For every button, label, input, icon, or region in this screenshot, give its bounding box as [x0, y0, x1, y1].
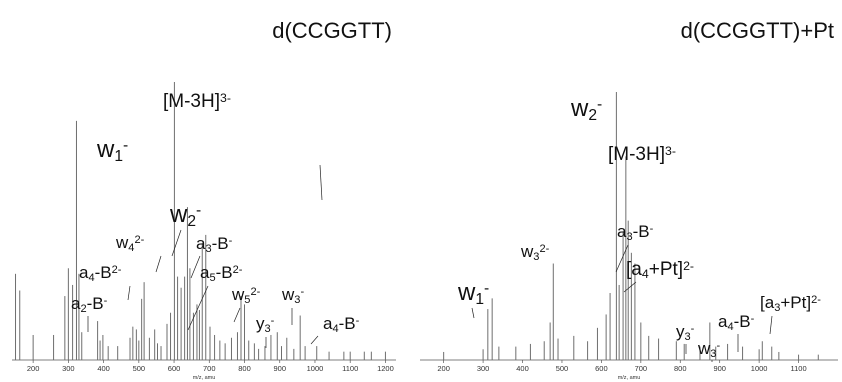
chart-title: d(CCGGTT)+Pt	[681, 18, 834, 43]
spectrum-panel-ccggtt-pt: d(CCGGTT)+Pt 200 300 400 500 600 700 800 900 100…	[420, 18, 838, 381]
annotation-leader	[310, 335, 319, 345]
peak-annotation: w52-	[231, 285, 261, 306]
peak-annotation: [a3+Pt]2-	[760, 293, 821, 314]
x-tick-label: 600	[168, 364, 181, 373]
x-tick-label: 900	[713, 364, 726, 373]
peak-annotation: w32-	[520, 242, 550, 263]
peak-annotation: w2-	[169, 201, 201, 230]
x-tick-label: 400	[516, 364, 529, 373]
annotation-leader	[190, 255, 201, 279]
annotation-leader	[233, 307, 241, 323]
peak-annotation: w1-	[457, 279, 489, 308]
annotation-leader	[187, 285, 209, 331]
peak-annotation: [M-3H]3-	[608, 144, 676, 165]
x-tick-label: 200	[437, 364, 450, 373]
annotation-leader	[171, 229, 182, 257]
x-tick-label: 300	[477, 364, 490, 373]
x-tick-label: 500	[556, 364, 569, 373]
x-tick-label: 800	[674, 364, 687, 373]
peak-annotation: a4-B-	[323, 314, 360, 335]
peak-annotation: [M-3H]3-	[163, 91, 231, 112]
spectrum-panel-ccggtt: d(CCGGTT) 200 300 400 500 600 700 800 900 1000 11…	[12, 18, 396, 381]
x-tick-label: 700	[203, 364, 216, 373]
peak-annotation: a4-B2-	[79, 263, 122, 284]
x-tick-label: 1100	[342, 364, 358, 373]
x-tick-label: 1000	[307, 364, 324, 373]
peak-annotation: w2-	[570, 95, 602, 124]
annotation-leader	[615, 244, 629, 273]
peak-annotation: w42-	[115, 233, 145, 254]
annotation-leader	[155, 255, 162, 273]
peak-annotation: y3-	[256, 314, 275, 335]
x-tick-label: 900	[273, 364, 286, 373]
annotation-leader	[319, 164, 323, 201]
annotation-group: w2- [M-3H]3- a3-B-w32- [a4+Pt]2- w1- y3- a4-B-…	[457, 95, 821, 362]
annotation-leader	[769, 315, 773, 335]
x-tick-label: 1100	[790, 364, 806, 373]
x-tick-group: 200 300 400 500 600 700 800 900 1000 1100 1200	[27, 360, 394, 373]
peak-annotation: w1-	[96, 136, 128, 165]
peak-annotation: a5-B2-	[200, 263, 243, 284]
x-tick-label: 800	[238, 364, 251, 373]
x-axis-label: m/z, amu	[618, 375, 641, 381]
peak-annotation: a4-B-	[718, 312, 755, 333]
peak-group	[443, 92, 819, 360]
annotation-leader	[127, 285, 131, 301]
x-tick-label: 700	[635, 364, 648, 373]
x-tick-label: 500	[133, 364, 146, 373]
peak-annotation: [a4+Pt]2-	[626, 259, 694, 282]
x-tick-label: 600	[595, 364, 608, 373]
peak-annotation: w3-	[281, 285, 304, 306]
peak-annotation: y3-	[676, 322, 695, 343]
chart-title: d(CCGGTT)	[272, 18, 392, 43]
annotation-group: w1- [M-3H]3- w2- w42- a3-B-a4-B2- a5-B2-w52- a…	[71, 91, 360, 348]
annotation-leader	[623, 281, 637, 293]
peak-annotation: a3-B-	[196, 234, 233, 255]
peak-annotation: w3-	[697, 339, 720, 360]
peak-annotation: a3-B-	[617, 222, 654, 243]
x-tick-label: 1000	[751, 364, 768, 373]
annotation-leader	[471, 307, 475, 319]
peak-group	[15, 82, 386, 360]
x-tick-group: 200 300 400 500 600 700 800 900 1000 1100	[437, 360, 807, 373]
x-axis-label: m/z, amu	[193, 375, 216, 381]
x-tick-label: 200	[27, 364, 40, 373]
x-tick-label: 1200	[377, 364, 394, 373]
peak-annotation: a2-B-	[71, 294, 108, 315]
x-tick-label: 400	[97, 364, 110, 373]
x-tick-label: 300	[62, 364, 75, 373]
